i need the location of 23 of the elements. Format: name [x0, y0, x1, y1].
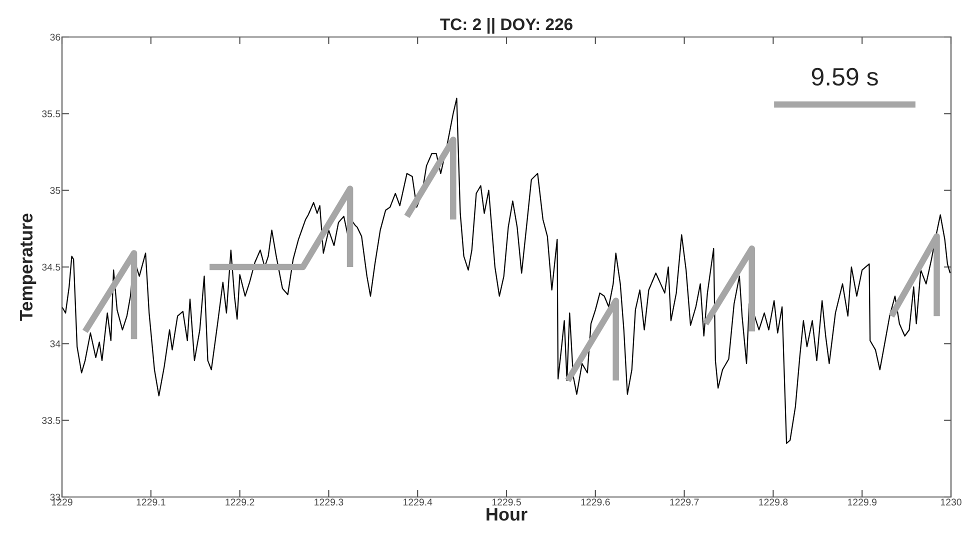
x-tick-label: 1229.9 — [848, 498, 877, 506]
x-tick-label: 1229.2 — [226, 498, 254, 506]
y-tick-label: 36 — [50, 34, 60, 41]
x-tick-label: 1229.6 — [581, 498, 610, 506]
x-tick-label: 1229 — [52, 498, 72, 506]
chart-title: TC: 2 || DOY: 226 — [440, 18, 572, 34]
x-axis-title: Hour — [486, 508, 528, 521]
x-tick-label: 1229.8 — [759, 498, 788, 506]
x-tick-label: 1229.4 — [403, 498, 432, 506]
line-series — [62, 98, 951, 444]
y-tick-label: 34 — [50, 340, 60, 348]
x-tick-label: 1229.7 — [670, 498, 699, 506]
y-tick-label: 34.5 — [42, 264, 60, 271]
y-tick-label: 33 — [50, 494, 60, 501]
x-tick-label: 1229.1 — [136, 498, 166, 506]
y-tick-label: 35 — [50, 187, 60, 194]
y-axis-title: Temperature — [20, 214, 36, 321]
x-tick-label: 1230 — [940, 498, 962, 506]
y-tick-label: 35.5 — [42, 110, 60, 118]
x-tick-label: 1229.3 — [314, 498, 344, 506]
x-tick-label: 1229.5 — [492, 498, 521, 506]
annotation: 9.59 s — [812, 68, 878, 86]
y-tick-label: 33.5 — [42, 417, 60, 424]
